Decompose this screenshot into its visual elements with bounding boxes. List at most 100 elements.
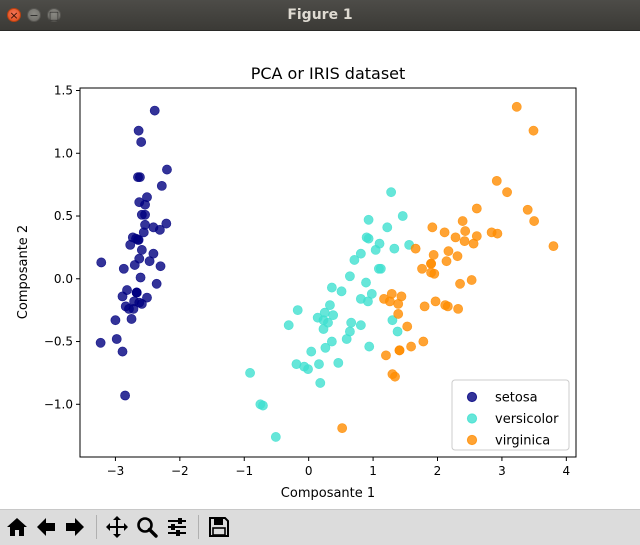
data-point-virginica [455, 278, 465, 289]
data-point-setosa [111, 334, 122, 344]
y-tick-label: 0.0 [54, 272, 73, 286]
x-tick-label: −3 [107, 464, 125, 478]
data-point-virginica [396, 291, 407, 302]
y-axis-label: Composante 2 [16, 225, 31, 319]
maximize-icon: □ [48, 9, 60, 22]
data-point-versicolor [397, 211, 408, 221]
data-point-versicolor [245, 368, 255, 378]
plot-frame [79, 87, 577, 458]
data-point-setosa [110, 315, 121, 326]
data-point-versicolor [392, 326, 403, 337]
data-point-setosa [162, 164, 172, 175]
save-icon [209, 517, 229, 537]
data-point-versicolor [333, 357, 344, 368]
x-tick-label: −1 [235, 464, 253, 478]
pan-button[interactable] [103, 513, 131, 541]
data-point-versicolor [361, 277, 371, 288]
x-tick-label: 2 [434, 464, 442, 478]
data-point-virginica [441, 256, 452, 267]
data-point-virginica [418, 336, 429, 347]
arrow-right-icon [66, 518, 84, 536]
data-point-versicolor [328, 310, 339, 321]
data-point-versicolor [258, 400, 268, 411]
minimize-button[interactable]: − [27, 8, 41, 22]
legend-label-virginica: virginica [495, 434, 550, 449]
data-point-versicolor [363, 214, 374, 225]
data-point-versicolor [292, 305, 303, 316]
legend-marker-setosa [466, 391, 478, 403]
minimize-icon: − [29, 9, 39, 22]
data-point-setosa [95, 337, 106, 348]
data-point-versicolor [283, 320, 294, 331]
data-point-setosa [120, 301, 131, 312]
data-point-setosa [155, 261, 166, 272]
data-point-setosa [120, 390, 130, 401]
data-point-setosa [148, 248, 159, 259]
y-tick-label: 0.5 [54, 209, 73, 223]
chart-title: PCA or IRIS dataset [251, 64, 406, 83]
forward-button[interactable] [61, 513, 89, 541]
data-point-versicolor [325, 300, 335, 311]
data-point-setosa [129, 260, 140, 270]
data-point-versicolor [364, 341, 375, 352]
data-point-versicolor [306, 346, 317, 357]
save-button[interactable] [205, 513, 233, 541]
data-point-virginica [337, 423, 348, 434]
data-point-virginica [387, 369, 398, 380]
x-tick-label: 0 [305, 464, 313, 478]
data-point-virginica [466, 275, 477, 285]
arrow-left-icon [37, 518, 55, 536]
data-point-virginica [381, 350, 391, 361]
data-point-setosa [135, 272, 146, 283]
legend-marker-versicolor [466, 413, 478, 424]
data-point-virginica [394, 345, 405, 356]
back-button[interactable] [32, 513, 60, 541]
data-point-setosa [133, 234, 144, 245]
data-point-virginica [522, 204, 533, 215]
x-tick-label: 3 [498, 464, 506, 478]
home-icon [7, 518, 27, 536]
data-point-setosa [117, 346, 128, 357]
data-point-setosa [136, 137, 147, 147]
sliders-icon [168, 518, 186, 536]
data-point-virginica [427, 222, 438, 233]
data-point-virginica [468, 238, 479, 249]
data-point-virginica [502, 187, 512, 198]
data-point-virginica [443, 246, 454, 257]
data-point-virginica [453, 303, 464, 314]
data-point-virginica [426, 258, 436, 269]
maximize-button[interactable]: □ [47, 8, 61, 22]
data-point-virginica [491, 175, 502, 186]
toolbar-separator [198, 515, 199, 539]
data-point-virginica [450, 232, 461, 243]
data-point-virginica [442, 301, 453, 312]
zoom-button[interactable] [133, 513, 161, 541]
navigation-toolbar [0, 509, 640, 545]
home-button[interactable] [3, 513, 31, 541]
legend-marker-virginica [466, 434, 478, 446]
data-point-setosa [161, 218, 172, 229]
data-point-virginica [471, 203, 482, 214]
zoom-icon [137, 517, 158, 538]
data-point-versicolor [326, 336, 337, 347]
figure-canvas[interactable]: PCA or IRIS dataset −3 −2 −1 0 1 2 3 4 −1.0 −0.5… [0, 31, 640, 509]
data-point-versicolor [323, 317, 333, 328]
window-title: Figure 1 [287, 7, 353, 23]
legend-box [451, 379, 570, 451]
data-point-setosa [136, 245, 147, 255]
move-icon [106, 516, 128, 538]
data-point-versicolor [314, 359, 324, 370]
data-point-virginica [417, 263, 427, 274]
data-point-setosa [151, 278, 162, 289]
x-tick-label: 4 [563, 464, 571, 478]
data-point-virginica [459, 236, 470, 247]
y-tick-label: −0.5 [44, 335, 73, 349]
data-point-setosa [122, 285, 132, 295]
data-point-virginica [406, 341, 416, 352]
configure-subplots-button[interactable] [163, 513, 191, 541]
close-button[interactable]: × [7, 8, 21, 22]
data-point-setosa [133, 172, 143, 183]
data-point-setosa [140, 209, 150, 220]
data-point-virginica [430, 296, 441, 307]
data-point-virginica [419, 301, 430, 312]
